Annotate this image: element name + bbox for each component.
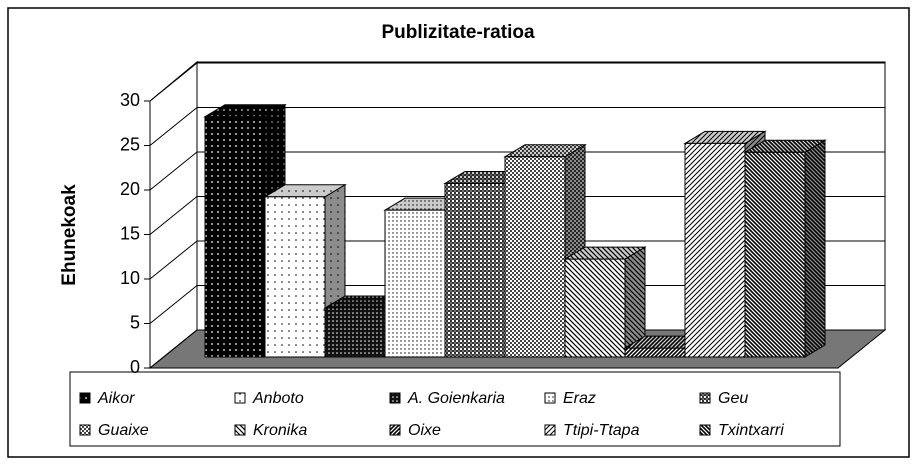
legend-swatch (234, 424, 246, 436)
legend-label: Eraz (563, 390, 596, 407)
bar (204, 116, 266, 358)
y-tick-label: 25 (120, 134, 140, 154)
bar-top-shade (265, 184, 345, 197)
bar (324, 307, 386, 358)
bar (744, 151, 806, 358)
bar-top-shade (685, 131, 765, 144)
y-tick-label: 20 (120, 179, 140, 199)
bar (384, 209, 446, 358)
legend-label: Kronika (253, 422, 307, 439)
bar (504, 156, 566, 358)
legend-swatch (389, 424, 401, 436)
y-tick-label: 0 (130, 357, 140, 377)
legend-swatch (234, 392, 246, 404)
bar-side-shade (625, 247, 645, 357)
legend-label: Txintxarri (718, 422, 784, 439)
bar-top-shade (565, 247, 645, 260)
legend-label: Aikor (97, 390, 135, 407)
y-tick-label: 5 (130, 312, 140, 332)
grid-line (149, 107, 198, 146)
bar (564, 258, 626, 358)
bar-top-shade (505, 144, 585, 157)
legend-label: A. Goienkaria (407, 390, 505, 407)
legend-swatch (79, 424, 91, 436)
bar (264, 196, 326, 358)
legend (69, 371, 841, 447)
bar-top-shade (205, 104, 285, 117)
legend-label: Oixe (408, 422, 441, 439)
grid-line (149, 285, 198, 324)
legend-label: Ttipi-Ttapa (563, 422, 640, 439)
y-tick-label: 15 (120, 223, 140, 243)
grid-line (149, 240, 198, 280)
legend-label: Anboto (252, 390, 304, 407)
bar (444, 182, 506, 358)
bar (624, 347, 686, 358)
y-tick-label: 10 (120, 268, 140, 288)
legend-swatch (699, 424, 711, 436)
legend-label: Geu (718, 390, 748, 407)
y-axis-label: Ehunekoak (59, 184, 80, 286)
legend-swatch (389, 392, 401, 404)
bar-top-shade (745, 140, 825, 153)
bar-side-shade (805, 140, 825, 357)
legend-swatch (699, 392, 711, 404)
grid-line (149, 196, 198, 235)
legend-swatch (544, 424, 556, 436)
grid-line (149, 62, 198, 102)
grid-line (149, 151, 198, 191)
chart-title: Publizitate-ratioa (381, 22, 535, 43)
bar (684, 142, 746, 358)
grid-line (149, 329, 198, 369)
legend-label: Guaixe (98, 422, 149, 439)
legend-swatch (544, 392, 556, 404)
legend-swatch (79, 392, 91, 404)
y-tick-label: 30 (120, 90, 140, 110)
